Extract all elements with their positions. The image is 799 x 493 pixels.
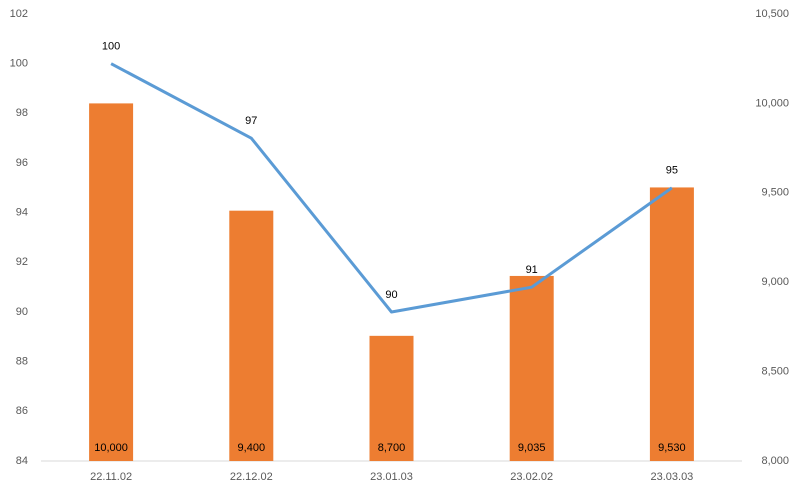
data-label: 91	[526, 264, 538, 276]
y-tick-label: 102	[10, 8, 28, 20]
data-label: 9,035	[518, 442, 546, 454]
data-label: 95	[666, 165, 678, 177]
bar	[89, 103, 134, 462]
data-label: 9,400	[238, 442, 266, 454]
y-tick-label: 88	[16, 356, 28, 368]
y-tick-label: 100	[10, 58, 28, 70]
y2-tick-label: 10,000	[755, 97, 789, 109]
bar	[229, 210, 274, 461]
y-tick-label: 92	[16, 256, 28, 268]
x-tick-label: 23.03.03	[650, 471, 693, 483]
bar	[509, 275, 554, 461]
y2-tick-label: 8,000	[761, 455, 789, 467]
line	[110, 62, 673, 314]
y-tick-label: 94	[16, 207, 28, 219]
y2-tick-label: 9,000	[761, 276, 789, 288]
y2-tick-label: 8,500	[761, 366, 789, 378]
data-label: 8,700	[378, 442, 406, 454]
y-tick-label: 96	[16, 157, 28, 169]
x-tick-label: 22.12.02	[230, 471, 273, 483]
data-label: 10,000	[94, 442, 128, 454]
y2-tick-label: 9,500	[761, 187, 789, 199]
y-tick-label: 86	[16, 405, 28, 417]
bar	[369, 335, 414, 461]
x-tick-label: 23.02.02	[510, 471, 553, 483]
data-label: 90	[385, 289, 397, 301]
data-label: 100	[102, 41, 120, 53]
data-label: 9,530	[658, 442, 686, 454]
bar	[649, 187, 694, 461]
data-label: 97	[245, 115, 257, 127]
x-tick-label: 22.11.02	[90, 471, 132, 483]
x-tick-label: 23.01.03	[370, 471, 413, 483]
y2-tick-label: 10,500	[755, 8, 789, 20]
y-tick-label: 98	[16, 107, 28, 119]
y-tick-label: 84	[16, 455, 28, 467]
y-tick-label: 90	[16, 306, 28, 318]
